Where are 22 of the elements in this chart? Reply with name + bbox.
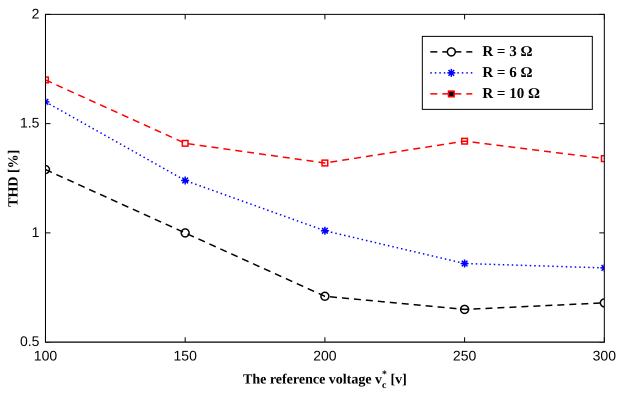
y-tick-label: 2 xyxy=(32,5,40,22)
y-tick-label: 0.5 xyxy=(20,333,40,350)
point xyxy=(320,292,330,302)
x-tick-label: 200 xyxy=(313,347,337,364)
point xyxy=(460,304,470,314)
x-tick-label: 150 xyxy=(173,347,198,364)
legend-label: R = 3 Ω xyxy=(482,44,532,60)
y-axis-title: THD [%] xyxy=(6,150,22,207)
x-tick-label: 300 xyxy=(592,347,616,364)
point xyxy=(321,159,328,167)
legend-label: R = 10 Ω xyxy=(482,86,540,102)
point xyxy=(461,138,468,145)
point xyxy=(180,228,190,238)
x-tick-label: 250 xyxy=(452,347,476,364)
x-tick-label: 100 xyxy=(34,347,58,364)
legend-label: R = 6 Ω xyxy=(482,64,532,81)
point xyxy=(180,176,190,186)
point xyxy=(320,226,330,236)
point xyxy=(182,140,189,147)
y-tick-label: 1 xyxy=(32,224,40,240)
y-tick-label: 1.5 xyxy=(20,114,40,131)
point xyxy=(460,258,470,268)
